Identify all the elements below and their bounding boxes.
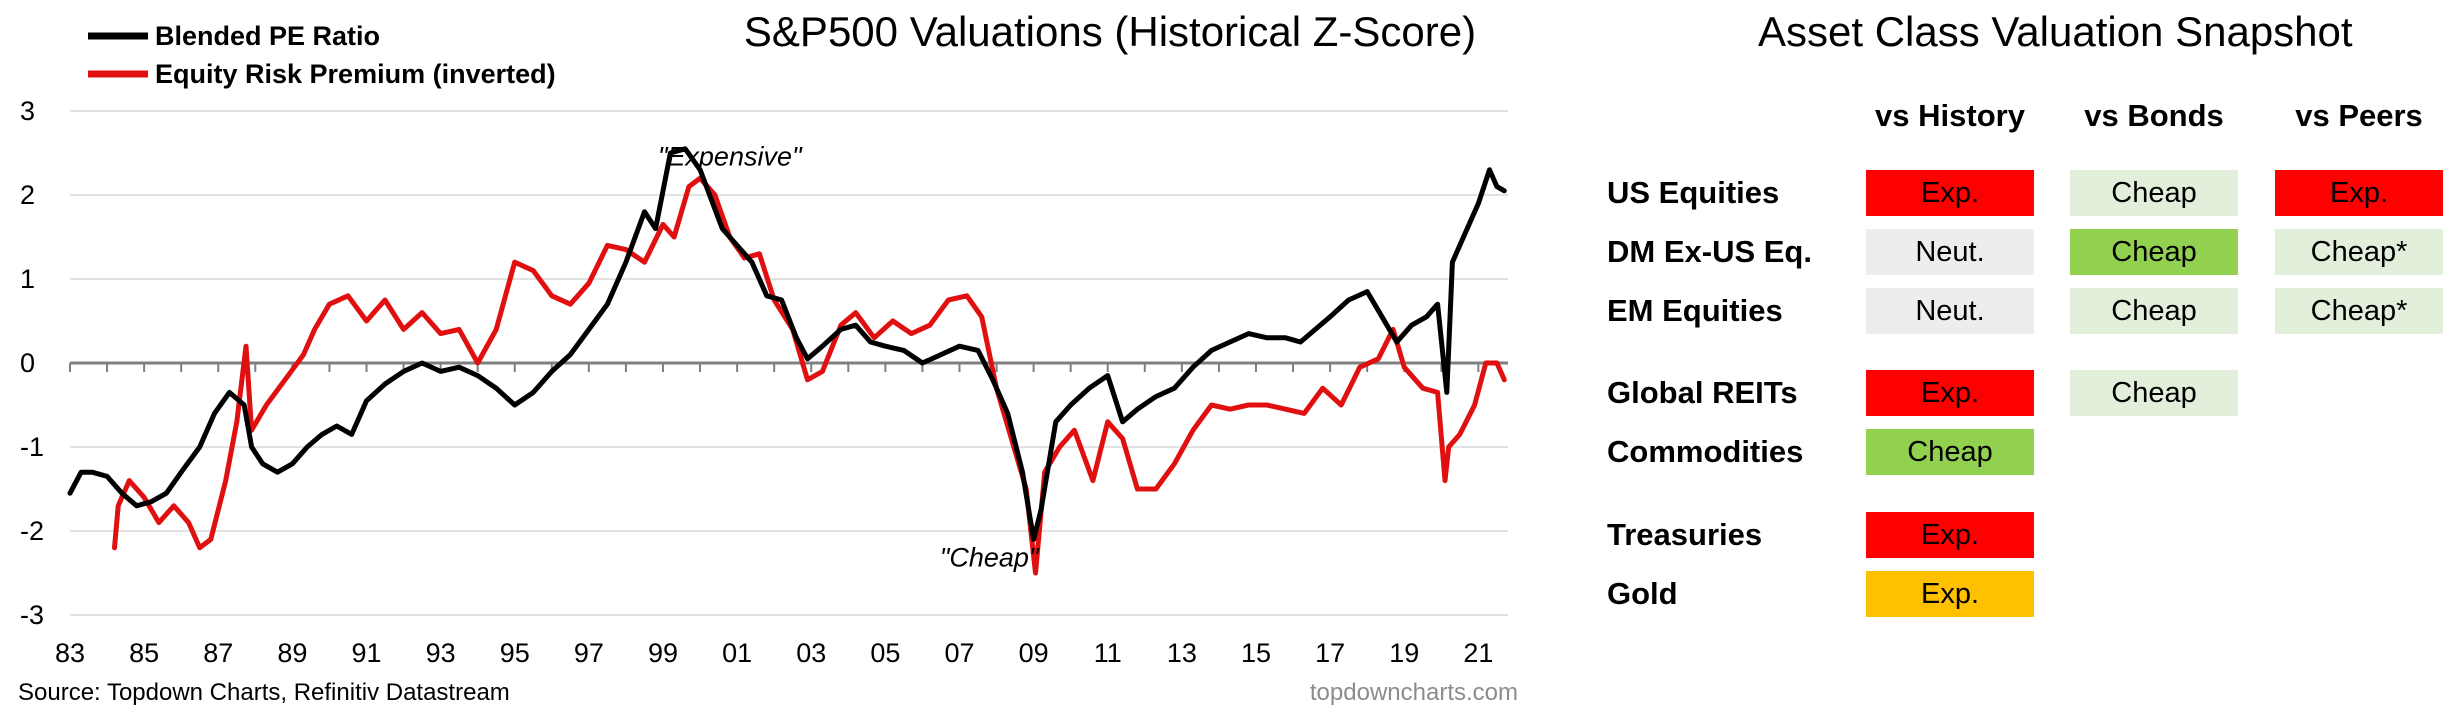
- x-tick-label: 97: [574, 638, 604, 668]
- valuation-cell: Cheap: [2070, 288, 2238, 334]
- valuation-cell: Cheap: [2070, 170, 2238, 216]
- x-tick-label: 83: [55, 638, 85, 668]
- valuation-cell: Exp.: [1866, 512, 2034, 558]
- legend-label-erp: Equity Risk Premium (inverted): [155, 59, 556, 89]
- valuation-cell: Exp.: [1866, 370, 2034, 416]
- x-tick-label: 05: [870, 638, 900, 668]
- series-layer: [67, 146, 1507, 576]
- valuation-cell: Exp.: [2275, 170, 2443, 216]
- valuation-cell: Exp.: [1866, 170, 2034, 216]
- x-tick-label: 95: [500, 638, 530, 668]
- row-label: EM Equities: [1607, 293, 1783, 328]
- x-tick-label: 13: [1167, 638, 1197, 668]
- valuation-cell: Cheap: [2070, 370, 2238, 416]
- y-tick-label: 2: [20, 180, 35, 210]
- watermark: topdowncharts.com: [1310, 679, 1518, 706]
- annotation-expensive: "Expensive": [658, 142, 803, 172]
- valuation-snapshot: Asset Class Valuation Snapshot vs Histor…: [1575, 0, 2452, 715]
- column-header: vs Peers: [2295, 98, 2423, 133]
- y-tick-label: 0: [20, 348, 35, 378]
- x-tick-label: 87: [203, 638, 233, 668]
- y-tick-label: -1: [20, 432, 44, 462]
- column-header: vs History: [1875, 98, 2025, 133]
- legend: Blended PE Ratio Equity Risk Premium (in…: [88, 21, 556, 89]
- x-tick-label: 15: [1241, 638, 1271, 668]
- chart-title: S&P500 Valuations (Historical Z-Score): [744, 8, 1476, 55]
- x-tick-label: 89: [277, 638, 307, 668]
- row-label: US Equities: [1607, 175, 1780, 210]
- valuation-cell: Cheap*: [2275, 229, 2443, 275]
- annotation-cheap: "Cheap": [940, 542, 1040, 572]
- valuation-cell: Neut.: [1866, 288, 2034, 334]
- row-label: DM Ex-US Eq.: [1607, 234, 1812, 269]
- axis-layer: [69, 361, 1508, 372]
- series-line-blended-pe: [67, 146, 1507, 542]
- snapshot-title: Asset Class Valuation Snapshot: [1758, 8, 2353, 55]
- series-line-erp-inverted: [112, 175, 1507, 576]
- y-tick-label: 3: [20, 96, 35, 126]
- row-label: Commodities: [1607, 434, 1804, 469]
- valuation-cell: Cheap: [1866, 429, 2034, 475]
- x-tick-label: 03: [796, 638, 826, 668]
- x-tick-label: 91: [351, 638, 381, 668]
- row-label: Global REITs: [1607, 375, 1798, 410]
- x-tick-label: 19: [1389, 638, 1419, 668]
- x-tick-label: 99: [648, 638, 678, 668]
- y-tick-label: -3: [20, 600, 44, 630]
- x-tick-label: 17: [1315, 638, 1345, 668]
- x-tick-label: 01: [722, 638, 752, 668]
- x-tick-label: 07: [944, 638, 974, 668]
- row-label: Gold: [1607, 576, 1678, 611]
- x-tick-label: 21: [1463, 638, 1493, 668]
- valuation-cell: Neut.: [1866, 229, 2034, 275]
- y-tick-label: -2: [20, 516, 44, 546]
- valuation-cell: Exp.: [1866, 571, 2034, 617]
- legend-label-pe: Blended PE Ratio: [155, 21, 380, 51]
- x-tick-label: 11: [1094, 638, 1122, 668]
- source-note: Source: Topdown Charts, Refinitiv Datast…: [18, 679, 510, 706]
- x-tick-label: 93: [426, 638, 456, 668]
- x-tick-label: 09: [1019, 638, 1049, 668]
- valuation-cell: Cheap: [2070, 229, 2238, 275]
- column-header: vs Bonds: [2084, 98, 2224, 133]
- valuation-cell: Cheap*: [2275, 288, 2443, 334]
- y-tick-label: 1: [20, 264, 35, 294]
- row-label: Treasuries: [1607, 517, 1763, 552]
- x-tick-label: 85: [129, 638, 159, 668]
